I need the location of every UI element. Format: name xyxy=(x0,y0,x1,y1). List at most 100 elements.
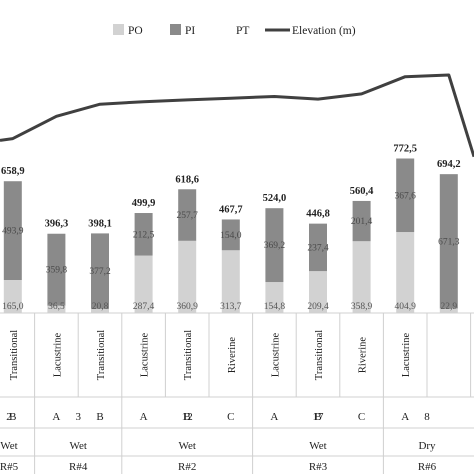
reservoir-label: R#3 xyxy=(309,461,328,473)
legend-label-pi: PI xyxy=(185,25,195,37)
bar-segment-po xyxy=(3,280,22,313)
category-label: Riverine xyxy=(358,337,369,373)
bar-segment-pi xyxy=(47,233,66,306)
data-label-pt: 398,1 xyxy=(88,218,112,229)
data-label-po: 20,8 xyxy=(92,302,109,312)
bar-segment-pi xyxy=(265,208,284,283)
bar-segment-pi xyxy=(309,223,327,272)
group-number-label: 17 xyxy=(313,411,325,423)
zone-letter-label: B xyxy=(314,411,321,423)
bar-segment-po xyxy=(47,305,66,313)
data-label-po: 360,9 xyxy=(177,302,199,312)
elevation-layer xyxy=(0,73,474,158)
zone-letter-label: A xyxy=(270,411,278,423)
data-label-pi: 154,0 xyxy=(220,231,242,241)
zone-letter-label: B xyxy=(184,411,191,423)
category-label: Transitional xyxy=(9,330,20,380)
data-label-pt: 396,3 xyxy=(45,219,69,230)
data-label-pt: 524,0 xyxy=(263,193,287,204)
bar-segment-po xyxy=(134,255,153,313)
data-label-pi: 493,9 xyxy=(2,227,24,237)
data-label-po: 36,5 xyxy=(48,302,65,312)
data-label-pi: 257,7 xyxy=(177,211,199,221)
category-label: Lacustrine xyxy=(52,333,63,378)
data-label-pt: 446,8 xyxy=(306,209,330,220)
data-label-po: 209,4 xyxy=(307,302,329,312)
data-label-pt: 499,9 xyxy=(132,198,156,209)
category-label: Lacustrine xyxy=(270,333,281,378)
data-label-pt: 560,4 xyxy=(350,186,374,197)
bar-segment-po xyxy=(265,282,284,313)
bar-segment-pi xyxy=(91,233,109,309)
data-label-pi: 201,4 xyxy=(351,217,373,227)
category-label: Transitional xyxy=(314,330,325,380)
bar-segment-pi xyxy=(396,158,415,233)
bar-segment-po xyxy=(309,271,327,313)
season-label: Wet xyxy=(0,440,17,452)
group-number-label: 3 xyxy=(75,411,81,423)
bar-segment-po xyxy=(396,232,415,313)
season-label: Dry xyxy=(418,440,436,452)
data-label-pt: 772,5 xyxy=(393,144,417,155)
bar-segment-po xyxy=(352,241,371,313)
season-label: Wet xyxy=(178,440,195,452)
season-label: Wet xyxy=(309,440,326,452)
legend: PO PI PT Elevation (m) xyxy=(113,24,356,37)
zone-letter-label: B xyxy=(9,411,16,423)
elevation-line xyxy=(0,73,474,158)
bar-segment-pi xyxy=(221,219,240,251)
data-label-pt: 658,9 xyxy=(1,166,25,177)
zone-letter-label: C xyxy=(227,411,234,423)
data-label-pi: 212,5 xyxy=(133,230,155,240)
zone-letter-label: C xyxy=(358,411,365,423)
category-label: Transitional xyxy=(96,330,107,380)
category-table: TransitionalB2WetR#5LacustrineATransitio… xyxy=(0,312,474,474)
category-label: Lacustrine xyxy=(401,333,412,378)
data-label-pt: 694,2 xyxy=(437,159,461,170)
data-label-pi: 369,2 xyxy=(264,241,286,251)
category-label: Transitional xyxy=(183,330,194,380)
data-label-pt: 467,7 xyxy=(219,204,243,215)
zone-letter-label: A xyxy=(52,411,60,423)
reservoir-label: R#5 xyxy=(0,461,19,473)
bars-layer: 658,9 493,9 165,0 396,3 359,8 36,5 398,1 377,2 2… xyxy=(1,144,461,313)
legend-label-pt: PT xyxy=(236,25,249,37)
data-label-pi: 237,4 xyxy=(307,243,329,253)
legend-label-elevation: Elevation (m) xyxy=(292,25,356,37)
data-label-pi: 377,2 xyxy=(89,267,111,277)
group-number-label: 12 xyxy=(182,411,193,423)
category-label: Lacustrine xyxy=(140,333,151,378)
bar-segment-po xyxy=(221,250,240,313)
bar-segment-pi xyxy=(3,181,22,280)
data-label-pi: 367,6 xyxy=(395,191,417,201)
legend-swatch-pi xyxy=(170,24,181,35)
reservoir-label: R#2 xyxy=(178,461,196,473)
data-label-po: 404,9 xyxy=(395,302,417,312)
bar-segment-po xyxy=(91,308,109,313)
zone-letter-label: B xyxy=(96,411,103,423)
data-label-po: 313,7 xyxy=(220,302,242,312)
data-label-po: 287,4 xyxy=(133,302,155,312)
data-label-pt: 618,6 xyxy=(175,174,199,185)
data-label-po: 154,8 xyxy=(264,302,286,312)
season-label: Wet xyxy=(69,440,86,452)
data-label-pi: 671,3 xyxy=(438,237,460,247)
bar-segment-pi xyxy=(178,189,197,241)
group-number-label: 2 xyxy=(6,411,12,423)
legend-label-po: PO xyxy=(128,25,143,37)
category-label: Riverine xyxy=(227,337,238,373)
zone-letter-label: A xyxy=(401,411,409,423)
bar-segment-po xyxy=(178,240,197,313)
group-number-label: 8 xyxy=(424,411,430,423)
bar-segment-pi xyxy=(134,213,153,256)
bar-segment-po xyxy=(439,308,458,313)
legend-swatch-po xyxy=(113,24,124,35)
zone-letter-label: A xyxy=(140,411,148,423)
reservoir-label: R#4 xyxy=(69,461,88,473)
bar-segment-pi xyxy=(352,200,371,242)
data-label-po: 22,9 xyxy=(440,302,457,312)
bar-segment-pi xyxy=(439,174,458,309)
data-label-po: 165,0 xyxy=(2,302,24,312)
reservoir-label: R#6 xyxy=(418,461,437,473)
